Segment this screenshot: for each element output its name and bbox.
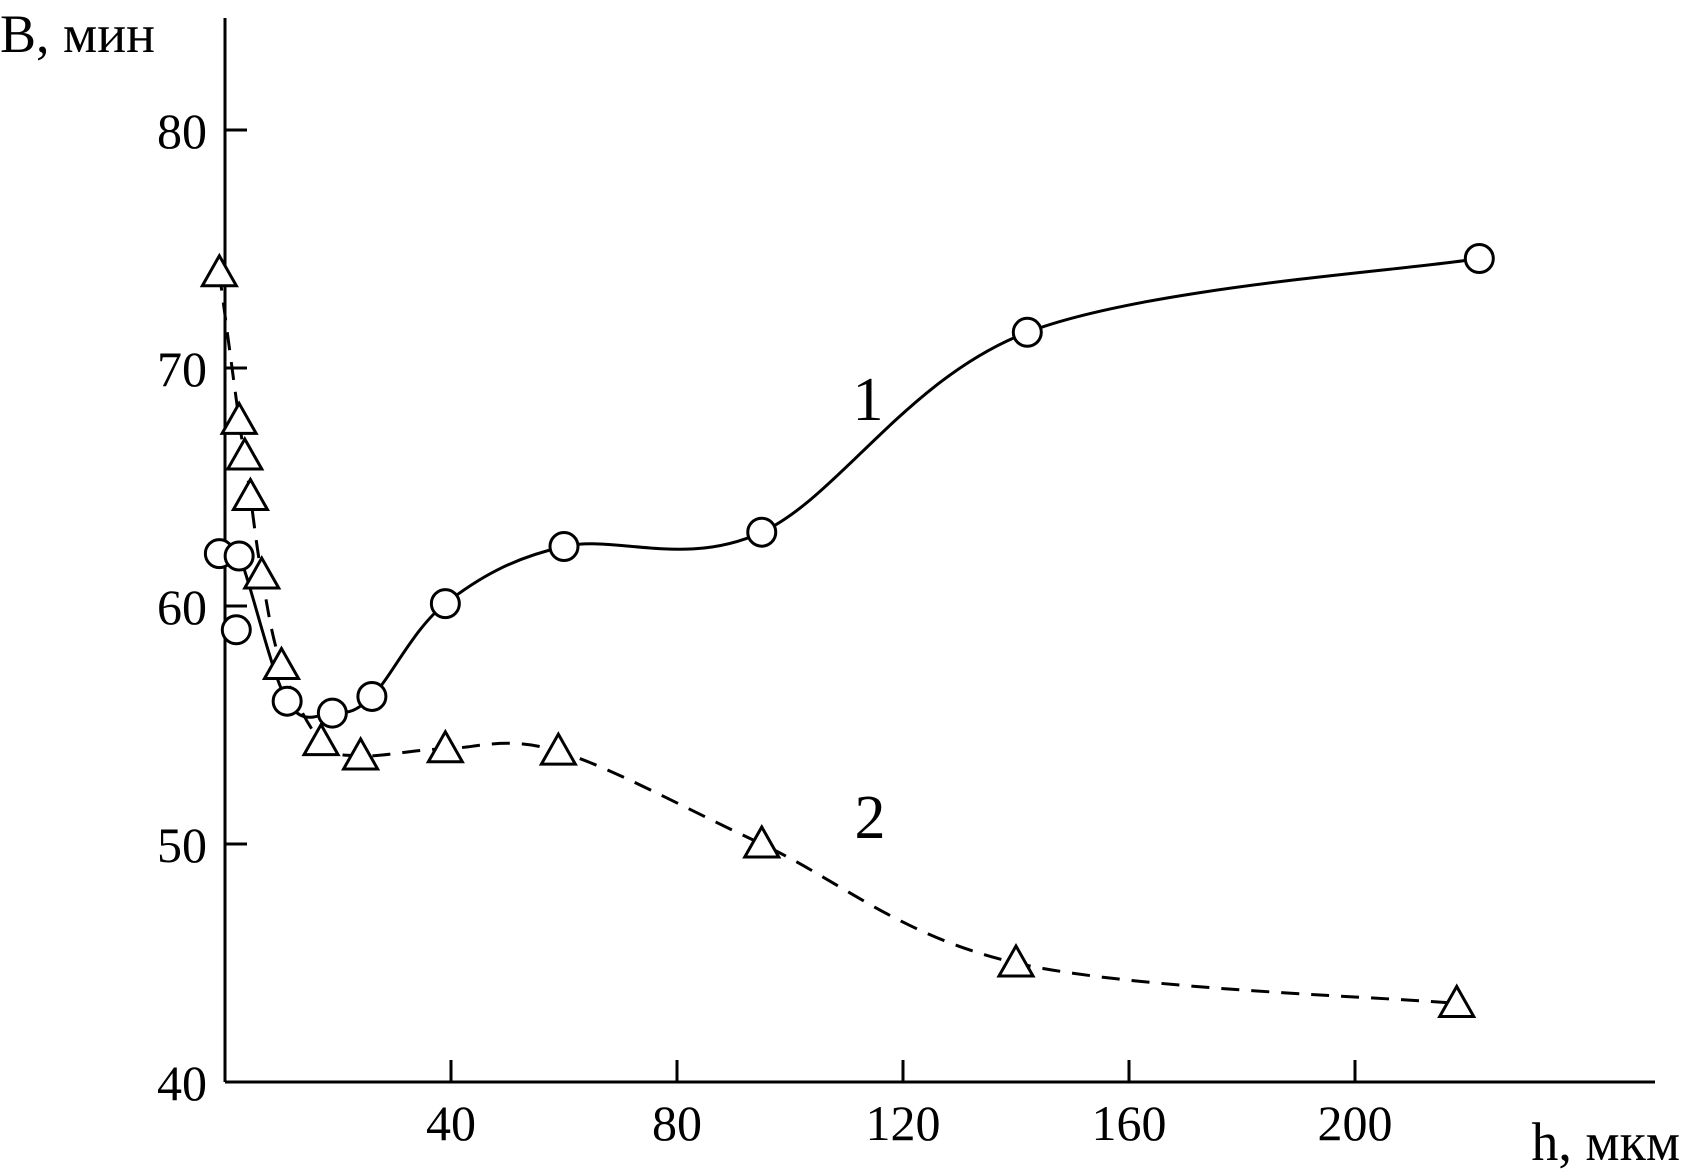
series-2-point bbox=[199, 252, 239, 288]
x-tick-label: 40 bbox=[426, 1095, 476, 1151]
markers bbox=[199, 243, 1495, 1018]
y-tick-label: 80 bbox=[157, 103, 207, 159]
series-2-line bbox=[217, 272, 1457, 1005]
series-1-point bbox=[316, 697, 348, 729]
x-tick-label: 160 bbox=[1092, 1095, 1167, 1151]
series-2-point bbox=[341, 735, 381, 771]
series-2-label: 2 bbox=[855, 784, 886, 852]
y-tick-label: 60 bbox=[157, 579, 207, 635]
x-tick-label: 120 bbox=[866, 1095, 941, 1151]
series-2-point bbox=[1437, 983, 1477, 1018]
series-2-point bbox=[219, 400, 259, 435]
series-1-point bbox=[746, 516, 778, 548]
series-2-point bbox=[242, 555, 282, 590]
series-2-point bbox=[742, 823, 782, 859]
y-tick-label: 40 bbox=[157, 1055, 207, 1111]
x-tick-label: 200 bbox=[1318, 1095, 1393, 1151]
x-axis-label: h, мкм bbox=[1531, 1112, 1680, 1172]
y-tick-label: 70 bbox=[157, 341, 207, 397]
x-tick-label: 80 bbox=[652, 1095, 702, 1151]
series-1-point bbox=[223, 540, 255, 572]
series-1-point bbox=[271, 685, 303, 717]
series-1-point bbox=[429, 588, 461, 620]
y-axis-label: B, мин bbox=[0, 4, 155, 64]
curves bbox=[217, 257, 1480, 1005]
y-tick-label: 50 bbox=[157, 817, 207, 873]
series-2-point bbox=[301, 721, 341, 757]
axes bbox=[223, 18, 1655, 1084]
series-1-point bbox=[1463, 243, 1495, 275]
series-1-point bbox=[548, 531, 580, 562]
series-2-point bbox=[230, 476, 270, 512]
series-2-point bbox=[425, 728, 465, 764]
series-2-point bbox=[225, 436, 265, 471]
series-2-point bbox=[996, 942, 1036, 978]
series-2-point bbox=[261, 645, 302, 680]
series-1-point bbox=[1011, 316, 1043, 348]
series-2-point bbox=[538, 731, 578, 766]
series-1-label: 1 bbox=[853, 366, 884, 434]
series-1-point bbox=[356, 680, 388, 712]
series-1-point bbox=[220, 614, 252, 646]
series-1-line bbox=[217, 257, 1480, 719]
